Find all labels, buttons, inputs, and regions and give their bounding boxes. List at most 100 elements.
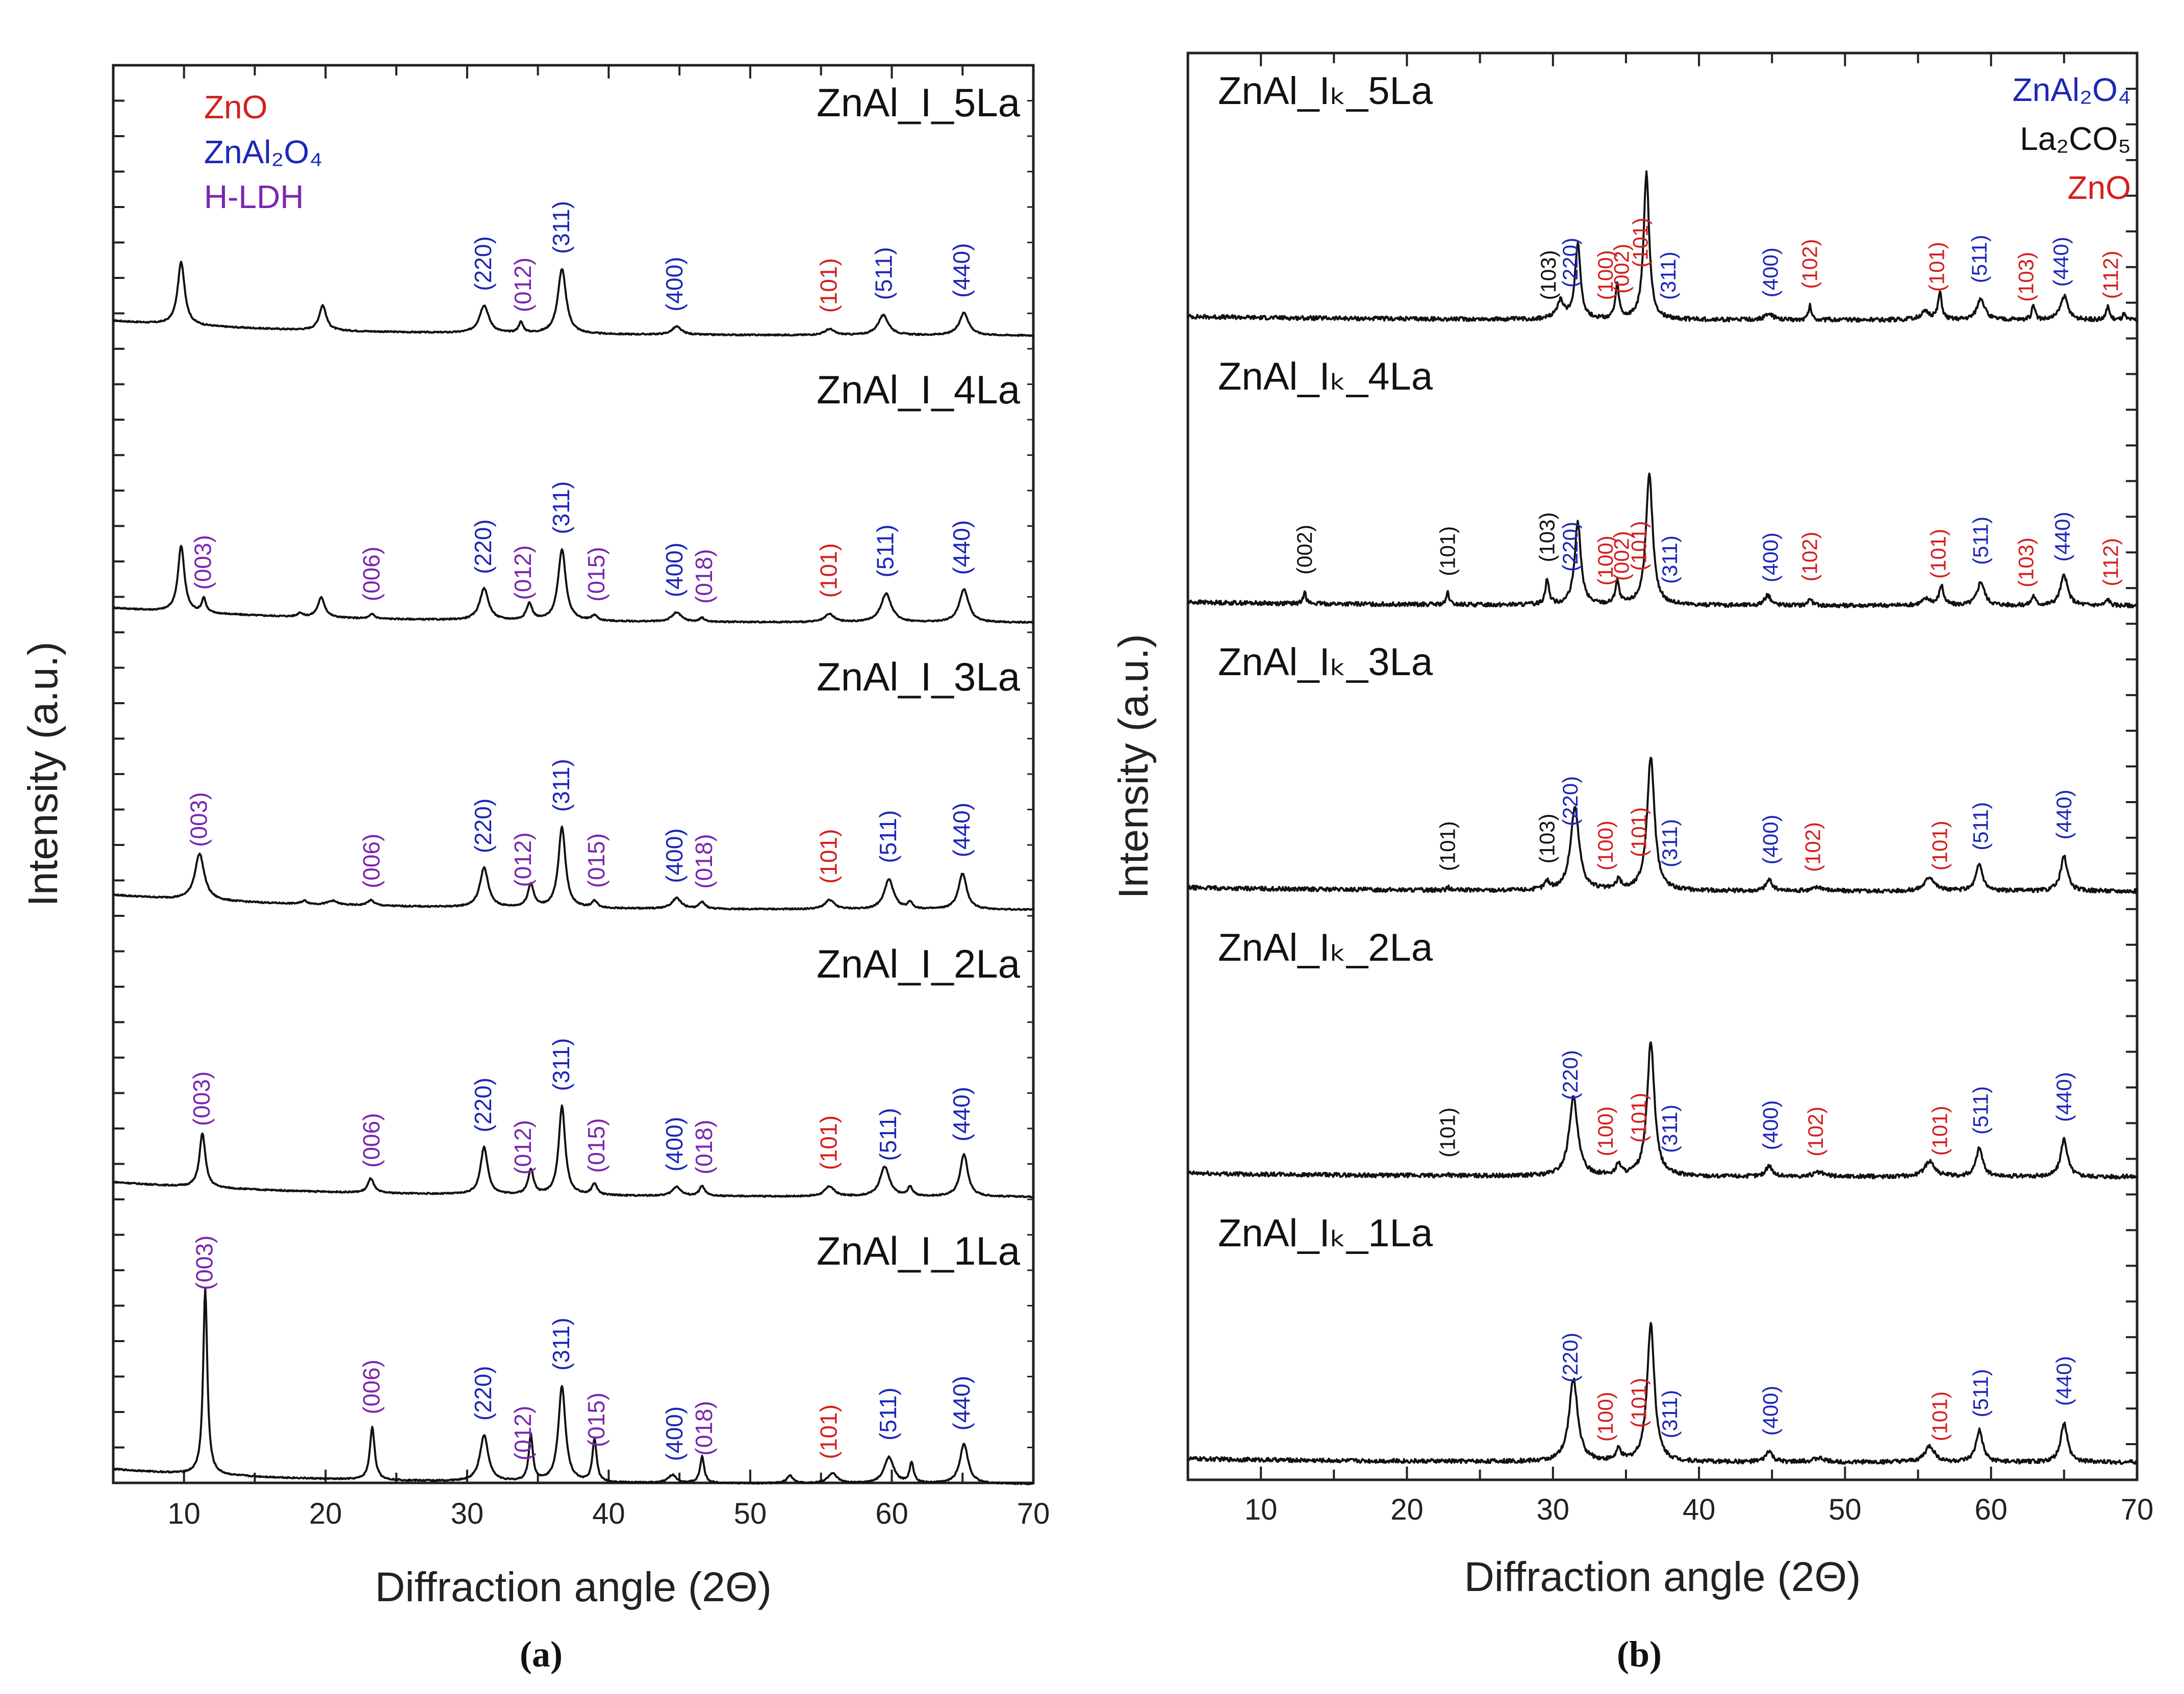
peak-label: (440)	[948, 803, 975, 857]
x-tick-label: 20	[1390, 1493, 1424, 1526]
panel-b: 10 20 30 40 50 60 70 Diffraction angle (2Θ) Inte…	[1110, 52, 2154, 1600]
peak-label: (511)	[1969, 802, 1993, 851]
peak-label: (220)	[1558, 1332, 1582, 1382]
peak-label: (006)	[358, 1113, 385, 1168]
peak-label: (101)	[1629, 218, 1653, 268]
peak-label: (311)	[1658, 1390, 1682, 1439]
peak-label: (100)	[1593, 535, 1617, 585]
peak-label: (101)	[1927, 820, 1951, 870]
peak-label: (311)	[1658, 819, 1682, 867]
peak-label: (112)	[2098, 250, 2122, 299]
peak-label: (101)	[1926, 529, 1950, 579]
x-tick-label: 40	[1683, 1493, 1716, 1526]
peak-label: (102)	[1798, 531, 1822, 581]
peak-label: (511)	[1969, 517, 1993, 565]
series-line	[112, 545, 1034, 624]
peak-label: (220)	[1558, 522, 1582, 572]
peak-label: (006)	[358, 834, 385, 888]
peak-label: (012)	[510, 258, 536, 312]
peak-label: (102)	[1804, 1107, 1827, 1157]
peak-label: (400)	[1758, 1385, 1782, 1435]
peak-label: (511)	[872, 524, 898, 577]
series-line	[1187, 472, 2138, 609]
peak-label: (100)	[1593, 820, 1617, 870]
peak-label: (101)	[1925, 242, 1949, 292]
peak-label: (101)	[1927, 1391, 1951, 1441]
peak-label: (101)	[1627, 521, 1651, 571]
peak-label: (440)	[948, 1376, 975, 1430]
peak-label: (101)	[815, 258, 842, 313]
peak-label: (511)	[1969, 1369, 1993, 1418]
peak-label: (015)	[583, 1118, 610, 1173]
peak-label: (003)	[185, 792, 212, 846]
peak-label: (100)	[1593, 250, 1617, 300]
peak-label: (220)	[470, 1077, 496, 1132]
peak-label: (002)	[1609, 244, 1633, 294]
peak-label: (102)	[1800, 822, 1824, 872]
legend-entry: ZnO	[2068, 169, 2131, 206]
peak-label: (440)	[948, 1087, 975, 1141]
series-line	[112, 826, 1034, 911]
peak-label: (511)	[875, 1388, 901, 1441]
peak-label: (103)	[1536, 250, 1560, 300]
series-line	[1187, 1322, 2138, 1465]
peak-label: (003)	[188, 1071, 215, 1126]
peak-label: (400)	[1758, 247, 1782, 297]
x-tick-label: 10	[1245, 1493, 1278, 1526]
x-tick-label: 20	[309, 1497, 342, 1530]
legend-entry: La₂CO₅	[2020, 120, 2131, 157]
legend-entry: ZnAl₂O₄	[204, 134, 322, 170]
peak-label: (102)	[1798, 239, 1822, 289]
caption-a: (a)	[520, 1634, 563, 1675]
peak-label: (440)	[2052, 789, 2076, 839]
legend-entry: ZnO	[204, 89, 267, 125]
peak-label: (018)	[691, 1401, 717, 1455]
x-axis-label: Diffraction angle (2Θ)	[1464, 1554, 1861, 1600]
peak-label: (311)	[1656, 251, 1680, 300]
peak-label: (002)	[1292, 525, 1316, 575]
series-line	[113, 1288, 1034, 1485]
peak-label: (400)	[1758, 814, 1782, 864]
caption-b: (b)	[1617, 1634, 1662, 1675]
peak-label: (018)	[691, 549, 717, 604]
peak-label: (003)	[190, 535, 216, 589]
peak-label: (101)	[1436, 821, 1460, 871]
series-line	[113, 261, 1034, 337]
peak-label: (440)	[2049, 237, 2073, 287]
peak-label: (440)	[2052, 1356, 2076, 1406]
x-tick-label: 70	[2121, 1493, 2154, 1526]
peak-label: (220)	[1558, 238, 1582, 288]
peak-label: (440)	[2050, 511, 2074, 561]
peak-label: (511)	[1967, 235, 1991, 283]
peak-label: (012)	[510, 1120, 536, 1174]
series-name: ZnAl_I_3La	[817, 654, 1021, 699]
peak-label: (311)	[1658, 535, 1682, 584]
peak-label: (018)	[691, 1120, 717, 1174]
x-tick-label: 30	[451, 1497, 484, 1530]
peak-label: (440)	[2052, 1072, 2076, 1122]
peak-label: (511)	[871, 247, 897, 300]
peak-label: (006)	[358, 547, 385, 601]
peak-label: (101)	[1627, 807, 1651, 857]
peak-label: (220)	[1558, 776, 1582, 826]
x-tick-label: 70	[1017, 1497, 1050, 1530]
peak-label: (015)	[583, 547, 610, 601]
peak-label: (400)	[661, 828, 688, 883]
series-name: ZnAl_I_5La	[817, 80, 1021, 125]
peak-label: (220)	[470, 1366, 496, 1421]
peak-label: (311)	[548, 201, 574, 254]
peak-label: (101)	[1436, 1108, 1460, 1158]
peak-label: (101)	[1627, 1093, 1651, 1143]
series-name: ZnAl_Iₖ_5La	[1218, 69, 1433, 113]
series-name: ZnAl_Iₖ_1La	[1218, 1212, 1433, 1255]
peak-label: (101)	[815, 1404, 842, 1459]
peak-label: (311)	[1658, 1105, 1682, 1153]
peak-label: (220)	[470, 799, 496, 853]
peak-label: (400)	[1758, 1100, 1782, 1150]
peak-label: (400)	[661, 1117, 688, 1171]
peak-label: (100)	[1593, 1392, 1617, 1442]
series-name: ZnAl_I_4La	[817, 367, 1021, 412]
peak-label: (220)	[1558, 1050, 1582, 1100]
peak-label: (015)	[583, 833, 610, 888]
